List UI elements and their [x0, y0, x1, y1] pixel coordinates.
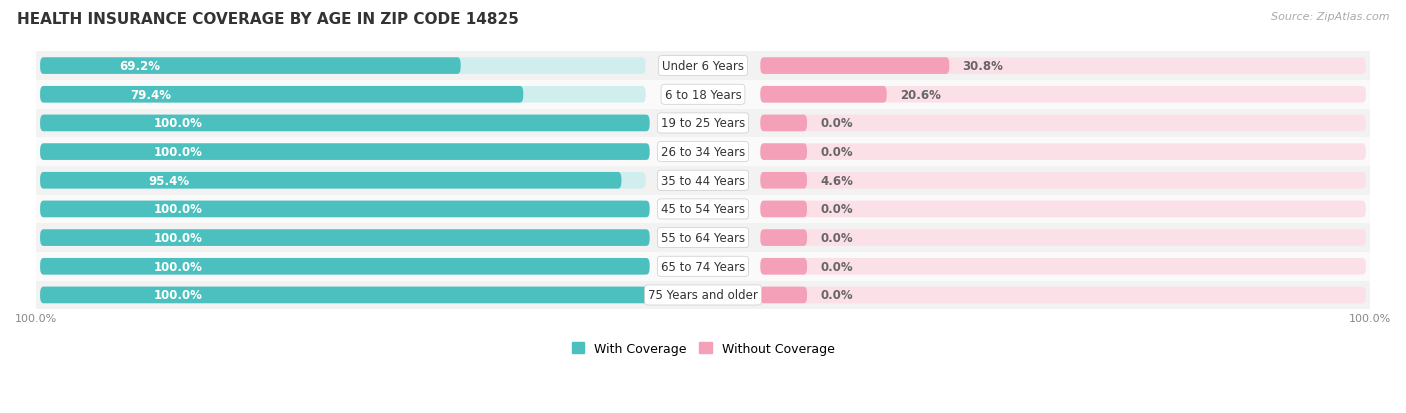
FancyBboxPatch shape: [761, 115, 1365, 132]
FancyBboxPatch shape: [41, 287, 650, 304]
Text: 6 to 18 Years: 6 to 18 Years: [665, 88, 741, 102]
Bar: [37, 166, 1369, 195]
FancyBboxPatch shape: [41, 115, 645, 132]
Text: 0.0%: 0.0%: [820, 232, 853, 244]
Text: 0.0%: 0.0%: [820, 146, 853, 159]
Bar: [37, 138, 1369, 166]
FancyBboxPatch shape: [761, 87, 887, 103]
FancyBboxPatch shape: [761, 230, 807, 246]
Text: 19 to 25 Years: 19 to 25 Years: [661, 117, 745, 130]
FancyBboxPatch shape: [41, 201, 650, 218]
FancyBboxPatch shape: [761, 58, 1365, 75]
Legend: With Coverage, Without Coverage: With Coverage, Without Coverage: [567, 337, 839, 360]
Text: 65 to 74 Years: 65 to 74 Years: [661, 260, 745, 273]
Text: 45 to 54 Years: 45 to 54 Years: [661, 203, 745, 216]
Text: 0.0%: 0.0%: [820, 117, 853, 130]
FancyBboxPatch shape: [41, 173, 621, 189]
FancyBboxPatch shape: [41, 144, 645, 161]
Bar: [37, 109, 1369, 138]
Text: 100.0%: 100.0%: [153, 232, 202, 244]
FancyBboxPatch shape: [761, 58, 949, 75]
FancyBboxPatch shape: [41, 287, 645, 304]
FancyBboxPatch shape: [41, 201, 645, 218]
FancyBboxPatch shape: [761, 173, 1365, 189]
Text: 0.0%: 0.0%: [820, 203, 853, 216]
Bar: [37, 81, 1369, 109]
Text: 4.6%: 4.6%: [820, 174, 853, 188]
Bar: [37, 195, 1369, 224]
Text: 75 Years and older: 75 Years and older: [648, 289, 758, 302]
FancyBboxPatch shape: [761, 287, 1365, 304]
FancyBboxPatch shape: [41, 144, 650, 161]
Text: 95.4%: 95.4%: [148, 174, 190, 188]
FancyBboxPatch shape: [41, 230, 645, 246]
FancyBboxPatch shape: [761, 173, 807, 189]
FancyBboxPatch shape: [761, 230, 1365, 246]
Text: 100.0%: 100.0%: [153, 146, 202, 159]
FancyBboxPatch shape: [761, 259, 807, 275]
FancyBboxPatch shape: [41, 87, 645, 103]
Bar: [37, 224, 1369, 252]
Text: 0.0%: 0.0%: [820, 289, 853, 302]
Text: 0.0%: 0.0%: [820, 260, 853, 273]
FancyBboxPatch shape: [41, 230, 650, 246]
Text: 79.4%: 79.4%: [131, 88, 172, 102]
FancyBboxPatch shape: [761, 144, 1365, 161]
FancyBboxPatch shape: [41, 87, 523, 103]
Text: 26 to 34 Years: 26 to 34 Years: [661, 146, 745, 159]
Text: 20.6%: 20.6%: [900, 88, 941, 102]
FancyBboxPatch shape: [41, 58, 461, 75]
FancyBboxPatch shape: [761, 115, 807, 132]
Text: 100.0%: 100.0%: [153, 117, 202, 130]
FancyBboxPatch shape: [761, 144, 807, 161]
Text: 100.0%: 100.0%: [153, 260, 202, 273]
Text: 30.8%: 30.8%: [963, 60, 1004, 73]
Text: Source: ZipAtlas.com: Source: ZipAtlas.com: [1271, 12, 1389, 22]
Text: 100.0%: 100.0%: [153, 203, 202, 216]
FancyBboxPatch shape: [41, 58, 645, 75]
Text: 55 to 64 Years: 55 to 64 Years: [661, 232, 745, 244]
Bar: [37, 281, 1369, 309]
Text: 35 to 44 Years: 35 to 44 Years: [661, 174, 745, 188]
Text: 69.2%: 69.2%: [120, 60, 160, 73]
FancyBboxPatch shape: [761, 259, 1365, 275]
FancyBboxPatch shape: [761, 201, 1365, 218]
Text: Under 6 Years: Under 6 Years: [662, 60, 744, 73]
FancyBboxPatch shape: [41, 173, 645, 189]
FancyBboxPatch shape: [761, 287, 807, 304]
Text: HEALTH INSURANCE COVERAGE BY AGE IN ZIP CODE 14825: HEALTH INSURANCE COVERAGE BY AGE IN ZIP …: [17, 12, 519, 27]
Bar: [37, 252, 1369, 281]
Bar: [37, 52, 1369, 81]
FancyBboxPatch shape: [41, 259, 645, 275]
FancyBboxPatch shape: [41, 259, 650, 275]
FancyBboxPatch shape: [41, 115, 650, 132]
FancyBboxPatch shape: [761, 87, 1365, 103]
Text: 100.0%: 100.0%: [153, 289, 202, 302]
FancyBboxPatch shape: [761, 201, 807, 218]
